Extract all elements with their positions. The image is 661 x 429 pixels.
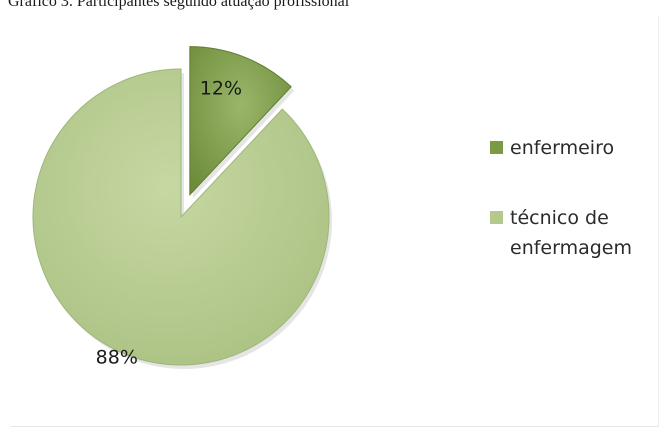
- legend-item-enfermeiro: enfermeiro: [490, 133, 650, 163]
- pie-slice-enfermeiro: [189, 46, 292, 196]
- legend-label-enfermeiro: enfermeiro: [510, 137, 615, 159]
- legend: enfermeiro técnico de enfermagem: [490, 133, 650, 303]
- pie-slice-t-cnico-de-enfermagem: [32, 68, 330, 366]
- legend-swatch-tecnico-de-enfermagem: [490, 211, 503, 224]
- legend-label-tecnico-de-enfermagem: técnico de enfermagem: [510, 207, 632, 259]
- legend-swatch-enfermeiro: [490, 141, 503, 154]
- chart-caption: Gráfico 3. Participantes segundo atuação…: [8, 0, 350, 10]
- legend-item-tecnico-de-enfermagem: técnico de enfermagem: [490, 203, 650, 263]
- data-label-t-cnico-de-enfermagem: 88%: [96, 347, 138, 369]
- data-label-enfermeiro: 12%: [200, 78, 242, 100]
